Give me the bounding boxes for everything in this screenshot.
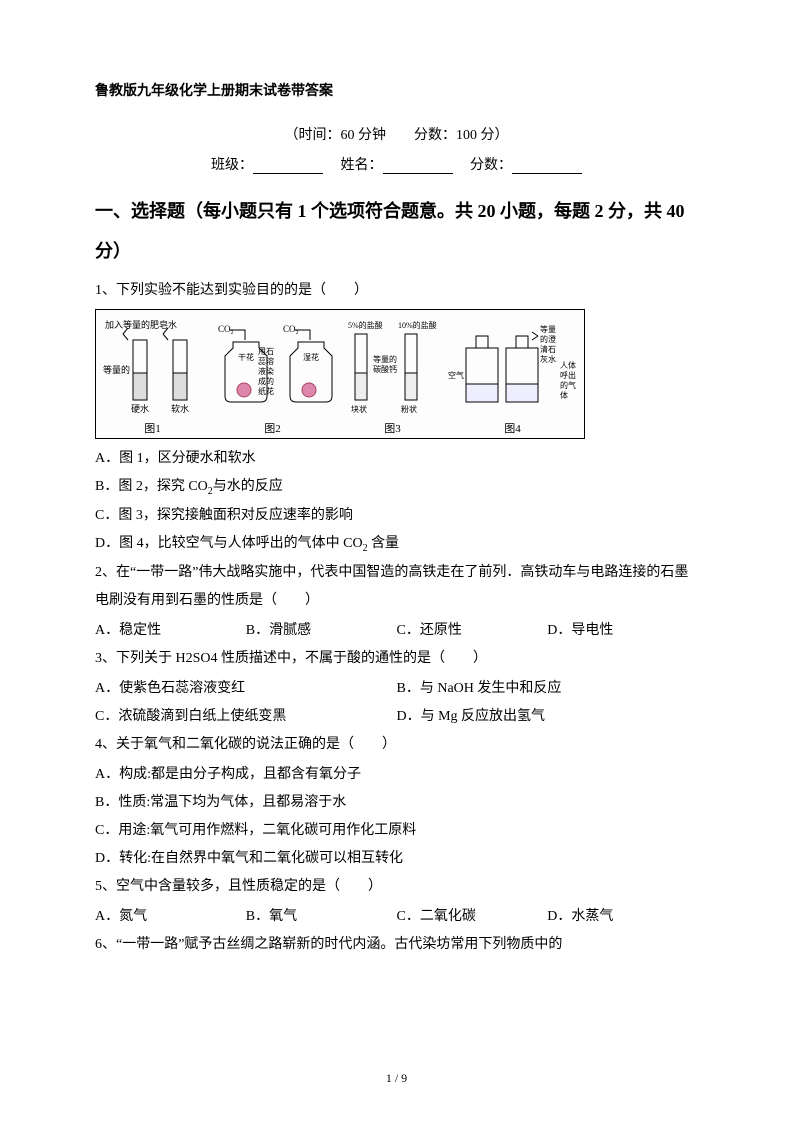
svg-text:等量的: 等量的	[373, 354, 397, 364]
q1-opt-d: D．图 4，比较空气与人体呼出的气体中 CO2 含量	[95, 530, 698, 559]
svg-text:碳酸钙: 碳酸钙	[373, 364, 397, 374]
q3-opt-d: D．与 Mg 反应放出氢气	[397, 703, 699, 731]
doc-title: 鲁教版九年级化学上册期末试卷带答案	[95, 80, 698, 100]
q2-opt-d: D．导电性	[547, 617, 698, 645]
q3-opt-a: A．使紫色石蕊溶液变红	[95, 675, 397, 703]
svg-text:CO₂: CO₂	[218, 324, 234, 334]
q3-opt-b: B．与 NaOH 发生中和反应	[397, 675, 699, 703]
q1-opt-a: A．图 1，区分硬水和软水	[95, 445, 698, 473]
q1-stem: 1、下列实验不能达到实验目的的是（ ）	[95, 277, 698, 305]
p2-label: 图2	[264, 420, 281, 436]
q1-opt-b: B．图 2，探究 CO2与水的反应	[95, 473, 698, 502]
svg-text:纸花: 纸花	[258, 386, 274, 396]
q5-options: A．氮气 B．氧气 C．二氧化碳 D．水蒸气	[95, 903, 698, 931]
svg-text:用石: 用石	[258, 347, 274, 356]
svg-text:等量的: 等量的	[103, 364, 130, 375]
class-label: 班级：	[211, 158, 253, 173]
svg-text:的澄: 的澄	[540, 334, 556, 344]
svg-text:人体: 人体	[560, 360, 576, 370]
q1-figure: 加入等量的肥皂水 等量的 硬水 软水 图1 CO₂ CO₂ 干花 湿花	[95, 309, 585, 439]
svg-text:CO₂: CO₂	[283, 324, 299, 334]
q2-stem: 2、在“一带一路”伟大战略实施中，代表中国智造的高铁走在了前列．高铁动车与电路连…	[95, 559, 698, 615]
q4-opt-c: C．用途:氧气可用作燃料，二氧化碳可用作化工原料	[95, 817, 698, 845]
q5-opt-a: A．氮气	[95, 903, 246, 931]
q4-opt-d: D．转化:在自然界中氧气和二氧化碳可以相互转化	[95, 845, 698, 873]
q3-options-1: A．使紫色石蕊溶液变红 B．与 NaOH 发生中和反应	[95, 675, 698, 703]
q4-opt-a: A．构成:都是由分子构成，且都含有氧分子	[95, 761, 698, 789]
figure-panel-1: 加入等量的肥皂水 等量的 硬水 软水 图1	[103, 318, 203, 436]
q5-opt-c: C．二氧化碳	[397, 903, 548, 931]
svg-text:块状: 块状	[351, 404, 367, 414]
q6-stem: 6、“一带一路”赋予古丝绸之路崭新的时代内涵。古代染坊常用下列物质中的	[95, 931, 698, 959]
section-1-heading: 一、选择题（每小题只有 1 个选项符合题意。共 20 小题，每题 2 分，共 4…	[95, 192, 698, 271]
svg-text:成的: 成的	[258, 376, 274, 386]
score-blank	[512, 158, 582, 174]
svg-text:10%的盐酸: 10%的盐酸	[398, 320, 437, 330]
q1-opt-c: C．图 3，探究接触面积对反应速率的影响	[95, 502, 698, 530]
name-blank	[383, 158, 453, 174]
q2-opt-b: B．滑腻感	[246, 617, 397, 645]
p1-label: 图1	[144, 420, 161, 436]
svg-text:液染: 液染	[258, 366, 274, 376]
svg-text:湿花: 湿花	[303, 352, 319, 362]
q3-stem: 3、下列关于 H2SO4 性质描述中，不属于酸的通性的是（ ）	[95, 645, 698, 673]
svg-text:呼出: 呼出	[560, 370, 576, 380]
svg-text:灰水: 灰水	[540, 354, 556, 364]
q5-opt-b: B．氧气	[246, 903, 397, 931]
svg-text:空气: 空气	[448, 370, 464, 380]
svg-text:粉状: 粉状	[401, 404, 417, 414]
p4-label: 图4	[504, 420, 521, 436]
class-blank	[253, 158, 323, 174]
svg-text:清石: 清石	[540, 344, 556, 354]
q2-opt-a: A．稳定性	[95, 617, 246, 645]
q3-options-2: C．浓硫酸滴到白纸上使纸变黑 D．与 Mg 反应放出氢气	[95, 703, 698, 731]
q3-opt-c: C．浓硫酸滴到白纸上使纸变黑	[95, 703, 397, 731]
q2-opt-c: C．还原性	[397, 617, 548, 645]
time-score-line: （时间：60 分钟 分数：100 分）	[95, 124, 698, 144]
figure-panel-4: 等量 的澄 清石 灰水 空气 人体 呼出 的气 体 图4	[448, 318, 578, 436]
q2-options: A．稳定性 B．滑腻感 C．还原性 D．导电性	[95, 617, 698, 645]
p3-label: 图3	[384, 420, 401, 436]
figure-panel-3: 5%的盐酸 10%的盐酸 等量的 碳酸钙 块状 粉状 图3	[343, 318, 443, 436]
svg-text:体: 体	[560, 390, 568, 400]
student-fields: 班级： 姓名： 分数：	[95, 154, 698, 174]
svg-text:干花: 干花	[238, 352, 254, 362]
name-label: 姓名：	[341, 158, 383, 173]
svg-text:软水: 软水	[171, 403, 189, 414]
q5-stem: 5、空气中含量较多，且性质稳定的是（ ）	[95, 873, 698, 901]
page-footer: 1 / 9	[0, 1071, 793, 1086]
svg-text:5%的盐酸: 5%的盐酸	[348, 320, 383, 330]
svg-text:的气: 的气	[560, 380, 576, 390]
q4-stem: 4、关于氧气和二氧化碳的说法正确的是（ ）	[95, 731, 698, 759]
svg-text:硬水: 硬水	[131, 403, 149, 414]
q4-opt-b: B．性质:常温下均为气体，且都易溶于水	[95, 789, 698, 817]
svg-text:蕊溶: 蕊溶	[258, 356, 274, 366]
figure-panel-2: CO₂ CO₂ 干花 湿花 用石 蕊溶 液染 成的 纸花 图2	[208, 318, 338, 436]
score-label: 分数：	[470, 158, 512, 173]
p1-top-text: 加入等量的肥皂水	[105, 319, 177, 330]
svg-text:等量: 等量	[540, 324, 556, 334]
q5-opt-d: D．水蒸气	[547, 903, 698, 931]
